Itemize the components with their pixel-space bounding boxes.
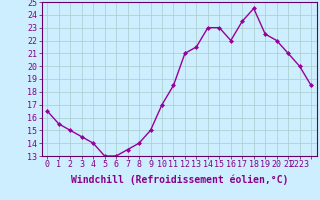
X-axis label: Windchill (Refroidissement éolien,°C): Windchill (Refroidissement éolien,°C): [70, 175, 288, 185]
